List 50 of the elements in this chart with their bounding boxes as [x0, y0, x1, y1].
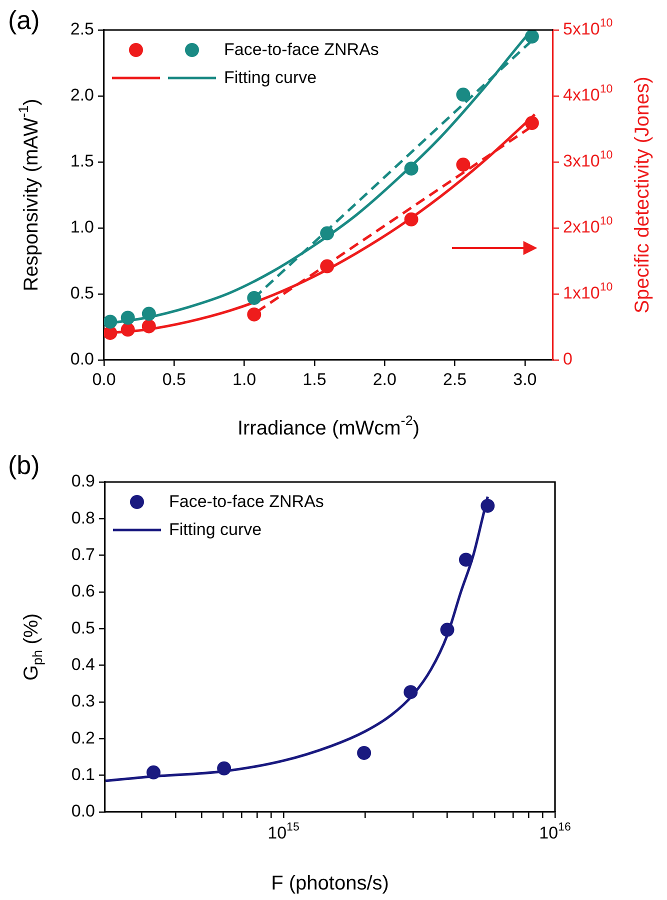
y-tick-label: 1.5 — [70, 152, 94, 171]
x-tick-label: 1.0 — [232, 370, 256, 389]
legend-label: Face-to-face ZNRAs — [224, 40, 379, 60]
point — [404, 162, 418, 176]
x-tick-label: 0.0 — [92, 370, 116, 389]
point — [104, 326, 118, 340]
point — [104, 314, 118, 329]
point — [142, 319, 156, 334]
y-tick-label: 1.0 — [70, 218, 94, 237]
y2-axis-title: Specific detectivity (Jones) — [632, 76, 654, 314]
point — [120, 310, 135, 325]
y-tick-label: 0.1 — [71, 765, 95, 784]
point — [320, 226, 334, 240]
legend-label: Face-to-face ZNRAs — [169, 492, 324, 512]
point — [524, 116, 539, 130]
point — [142, 306, 156, 321]
y-tick-label: 2.0 — [70, 86, 94, 105]
y-axis-title: Responsivity (mAW-1) — [16, 98, 43, 292]
point — [247, 290, 262, 305]
x-tick-label: 2.0 — [372, 370, 396, 389]
point — [456, 88, 470, 102]
point — [320, 259, 334, 274]
y2-tick-label: 0 — [563, 350, 572, 369]
y-tick-label: 0.4 — [71, 655, 95, 674]
y-tick-label: 0.8 — [71, 508, 95, 528]
y-tick-label: 0.5 — [71, 618, 95, 638]
text: (a) — [8, 5, 40, 36]
text: (b) — [8, 450, 40, 480]
x-axis-title: F (photons/s) — [271, 872, 389, 895]
x-tick-label: 1.5 — [302, 370, 326, 389]
legend-label: Fitting curve — [169, 520, 262, 540]
y-tick-label: 0.6 — [71, 582, 95, 601]
point — [247, 307, 262, 322]
y-tick-label: 0.5 — [70, 284, 94, 303]
y-tick-label: 0.7 — [71, 545, 95, 564]
x-tick-label: 2.5 — [442, 370, 467, 389]
point — [404, 212, 418, 226]
legend-label: Fitting curve — [224, 68, 317, 88]
point — [524, 30, 539, 44]
y-tick-label: 0.0 — [71, 802, 95, 821]
x-tick-label: 3.0 — [513, 370, 537, 389]
y-tick-label: 0.0 — [70, 350, 94, 369]
y-tick-label: 0.3 — [71, 692, 95, 711]
point — [120, 322, 135, 337]
y-axis-title: Gph (%) — [20, 613, 45, 681]
point — [456, 158, 470, 172]
y-tick-label: 2.5 — [70, 20, 94, 39]
x-tick-label: 0.5 — [162, 370, 186, 389]
y-tick-label: 0.2 — [71, 728, 95, 748]
y-tick-label: 0.9 — [71, 472, 95, 491]
